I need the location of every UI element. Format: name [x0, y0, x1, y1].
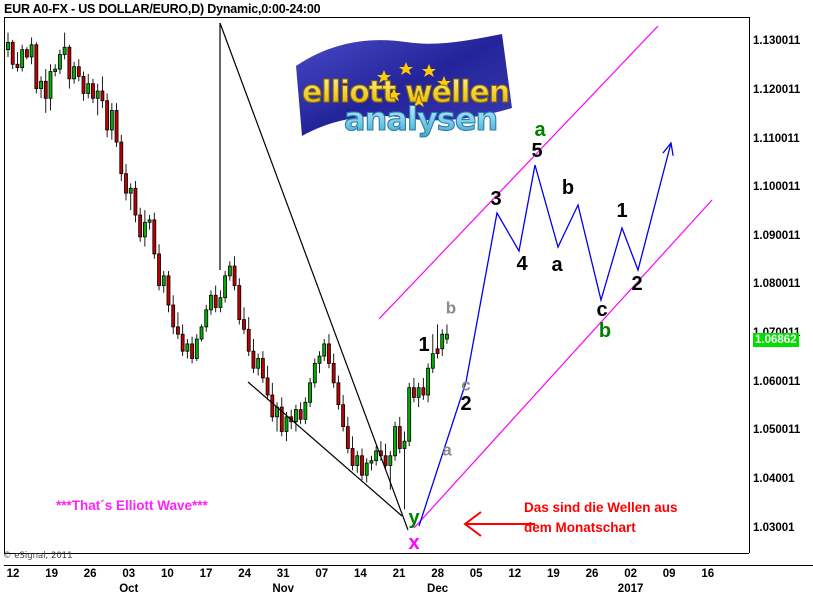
wave-label-y: y [408, 507, 420, 529]
price-tick-label: 1.060011 [753, 375, 801, 388]
date-tick-label: 12 [6, 568, 20, 580]
plot-area-frame [4, 17, 749, 553]
monthly-waves-line2: dem Monatschart [524, 519, 636, 535]
wave-label-a: a [534, 119, 546, 141]
date-tick-label: 28 [431, 568, 444, 580]
price-axis[interactable]: 1.130011 1.120011 1.110011 1.100011 1.090011… [752, 17, 813, 553]
svg-text:analysen: analysen [344, 100, 497, 138]
wave-label-a: a [442, 440, 452, 460]
wave-label-c: c [461, 375, 471, 395]
wave-label-1: 1 [616, 200, 628, 222]
date-tick-label: 14 [353, 568, 367, 580]
chart-title: EUR A0-FX - US DOLLAR/EURO,D) Dynamic,0:… [4, 2, 321, 16]
price-tick-label: 1.120011 [753, 83, 801, 96]
date-tick-label: 24 [238, 568, 251, 580]
date-tick-label: 26 [83, 568, 97, 580]
wave-label-b: b [561, 177, 575, 199]
wave-label-a: a [551, 254, 563, 276]
price-tick-label: 1.080011 [753, 278, 801, 291]
date-axis-divider-lower [4, 565, 813, 566]
month-label: Nov [272, 583, 295, 595]
date-tick-label: 21 [392, 568, 406, 580]
date-tick-label: 10 [160, 568, 174, 580]
elliott-wellen-analysen-logo: elliott wellen analysen [296, 34, 512, 139]
price-axis-divider [749, 17, 750, 553]
date-tick-label: 19 [45, 568, 58, 580]
date-tick-label: 26 [585, 568, 599, 580]
wave-label-4: 4 [516, 253, 528, 275]
date-axis-divider [4, 553, 749, 554]
price-tick-label: 1.03001 [753, 521, 795, 534]
date-tick-label: 31 [276, 568, 290, 580]
price-tick-label: 1.050011 [753, 424, 801, 437]
date-tick-label: 19 [546, 568, 560, 580]
price-tick-label: 1.04001 [753, 473, 795, 486]
wave-label-1: 1 [418, 334, 430, 356]
current-price-badge: 1.06862 [753, 332, 799, 347]
wave-label-5: 5 [531, 140, 543, 162]
wave-label-x: x [408, 532, 420, 554]
wave-label-c: c [596, 299, 608, 321]
date-tick-label: 09 [662, 568, 676, 580]
wave-label-b: b [445, 298, 457, 318]
date-axis[interactable]: 12 19 26 03 10 17 24 31 07 14 21 28 05 12 19 26 02 09 16 Oc… [0, 567, 813, 602]
price-tick-label: 1.090011 [753, 229, 801, 242]
date-tick-label: 16 [701, 568, 715, 580]
svg-text:elliott wellen: elliott wellen [302, 75, 509, 110]
month-label: Oct [119, 583, 139, 595]
date-tick-label: 05 [469, 568, 483, 580]
wave-label-b: b [598, 320, 612, 342]
date-tick-label: 03 [122, 568, 136, 580]
wave-label-2: 2 [631, 273, 643, 295]
price-tick-label: 1.110011 [753, 132, 800, 145]
wave-label-3: 3 [490, 188, 502, 210]
price-tick-label: 1.100011 [753, 181, 801, 194]
month-label: 2017 [617, 583, 644, 595]
wave-label-2: 2 [460, 393, 472, 415]
monthly-waves-annotation: Das sind die Wellen aus dem Monatschart [524, 498, 678, 537]
date-tick-label: 02 [624, 568, 637, 580]
month-label: Dec [427, 583, 449, 595]
date-tick-label: 07 [315, 568, 329, 580]
date-tick-label: 12 [508, 568, 522, 580]
elliott-wave-annotation: ***That´s Elliott Wave*** [56, 498, 208, 513]
monthly-waves-line1: Das sind die Wellen aus [524, 500, 678, 515]
date-tick-label: 17 [199, 568, 213, 580]
price-tick-label: 1.130011 [753, 35, 801, 48]
copyright-label: © eSignal, 2011 [3, 551, 73, 561]
